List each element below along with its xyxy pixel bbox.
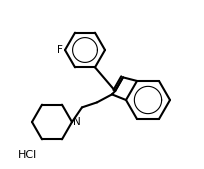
Text: N: N [73,117,80,127]
Text: F: F [57,45,63,55]
Text: HCl: HCl [18,150,37,160]
